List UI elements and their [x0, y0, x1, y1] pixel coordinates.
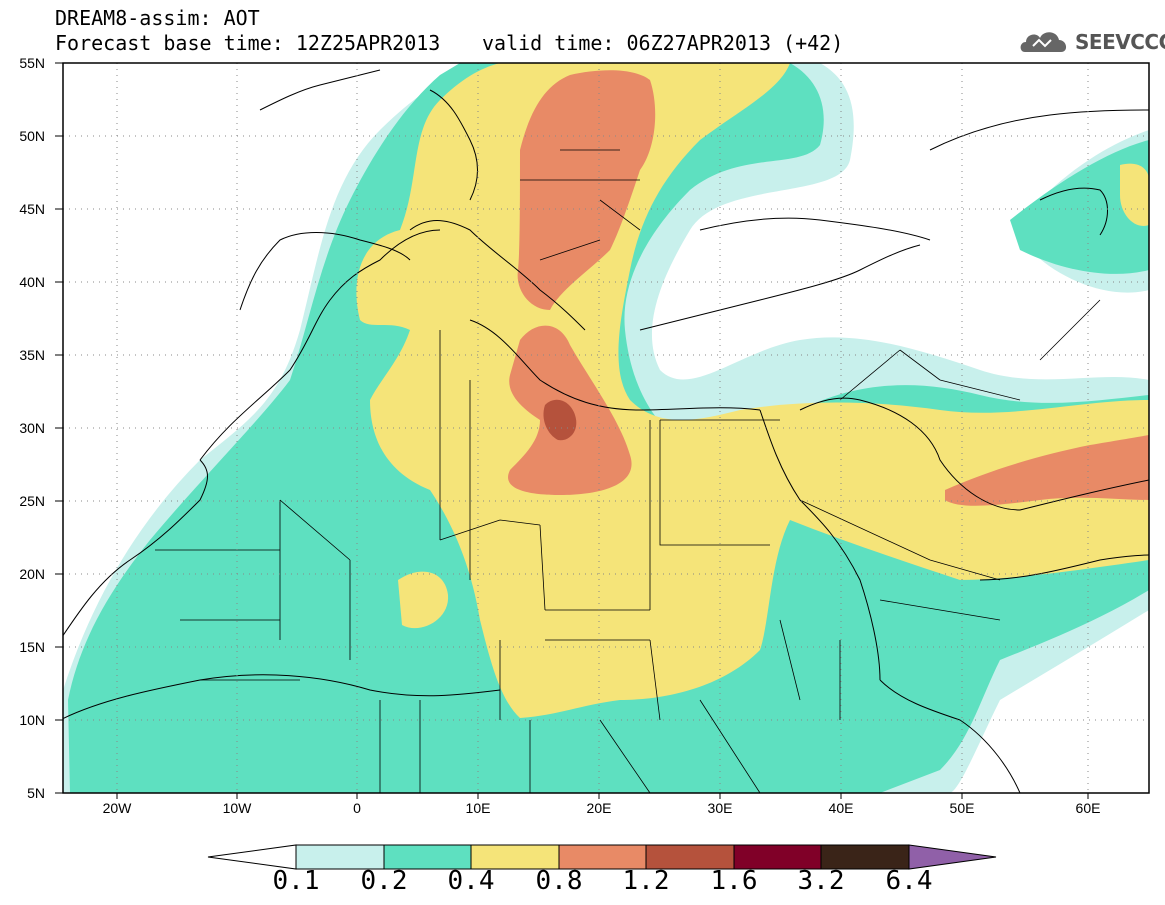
lon-ticks — [116, 793, 1089, 799]
lat-label: 20N — [19, 566, 45, 582]
seevccc-logo: SEEVCCC — [1017, 24, 1165, 58]
aot-contours — [63, 63, 1149, 793]
lat-label: 55N — [19, 55, 45, 71]
colorbar-label: 6.4 — [885, 866, 933, 896]
lon-label: 30E — [708, 800, 733, 816]
colorbar-swatch-3 — [470, 844, 560, 870]
lon-label: 20W — [103, 800, 133, 816]
colorbar-label: 1.6 — [710, 866, 758, 896]
lat-label: 50N — [19, 128, 45, 144]
lat-ticks — [55, 62, 63, 794]
valid-time: valid time: 06Z27APR2013 (+42) — [482, 31, 844, 55]
aot-band-0.4-small1 — [398, 571, 449, 629]
lon-label: 60E — [1076, 800, 1101, 816]
lon-label: 40E — [829, 800, 854, 816]
colorbar-label: 3.2 — [797, 866, 845, 896]
lat-labels: 55N 50N 45N 40N 35N 30N 25N 20N 15N 10N … — [19, 55, 45, 801]
lon-label: 0 — [353, 800, 361, 816]
aot-band-0.4-east — [1120, 163, 1149, 226]
lat-label: 35N — [19, 347, 45, 363]
colorbar-label: 0.8 — [535, 866, 583, 896]
colorbar — [207, 844, 997, 870]
lat-label: 25N — [19, 493, 45, 509]
lon-labels: 20W 10W 0 10E 20E 30E 40E 50E 60E — [103, 800, 1101, 816]
country-borders — [155, 149, 1101, 793]
aot-band-0.2-east — [1010, 140, 1149, 274]
coastlines — [63, 69, 1149, 793]
lon-label: 50E — [950, 800, 975, 816]
cloud-icon — [1020, 32, 1067, 52]
forecast-base-time: Forecast base time: 12Z25APR2013 — [55, 31, 441, 55]
lat-label: 30N — [19, 420, 45, 436]
colorbar-label: 1.2 — [622, 866, 670, 896]
lat-label: 15N — [19, 639, 45, 655]
lon-label: 10E — [466, 800, 491, 816]
aot-band-1.2 — [543, 399, 577, 441]
lat-label: 10N — [19, 712, 45, 728]
colorbar-label: 0.2 — [360, 866, 408, 896]
lat-label: 45N — [19, 201, 45, 217]
colorbar-swatch-2 — [383, 844, 472, 870]
aot-band-0.8 — [517, 70, 656, 310]
colorbar-swatch-7 — [820, 844, 910, 870]
lat-label: 5N — [27, 785, 45, 801]
colorbar-swatch-6 — [733, 844, 822, 870]
map-title: DREAM8-assim: AOT — [55, 6, 260, 30]
colorbar-swatch-8 — [908, 844, 997, 870]
graticule — [63, 63, 1149, 793]
lat-label: 40N — [19, 274, 45, 290]
aot-band-0.8-gulf — [945, 435, 1149, 506]
logo-text: SEEVCCC — [1075, 30, 1165, 54]
lon-label: 20E — [587, 800, 612, 816]
colorbar-label: 0.4 — [447, 866, 495, 896]
colorbar-swatch-5 — [645, 844, 735, 870]
lon-label: 10W — [223, 800, 253, 816]
colorbar-label: 0.1 — [272, 866, 320, 896]
